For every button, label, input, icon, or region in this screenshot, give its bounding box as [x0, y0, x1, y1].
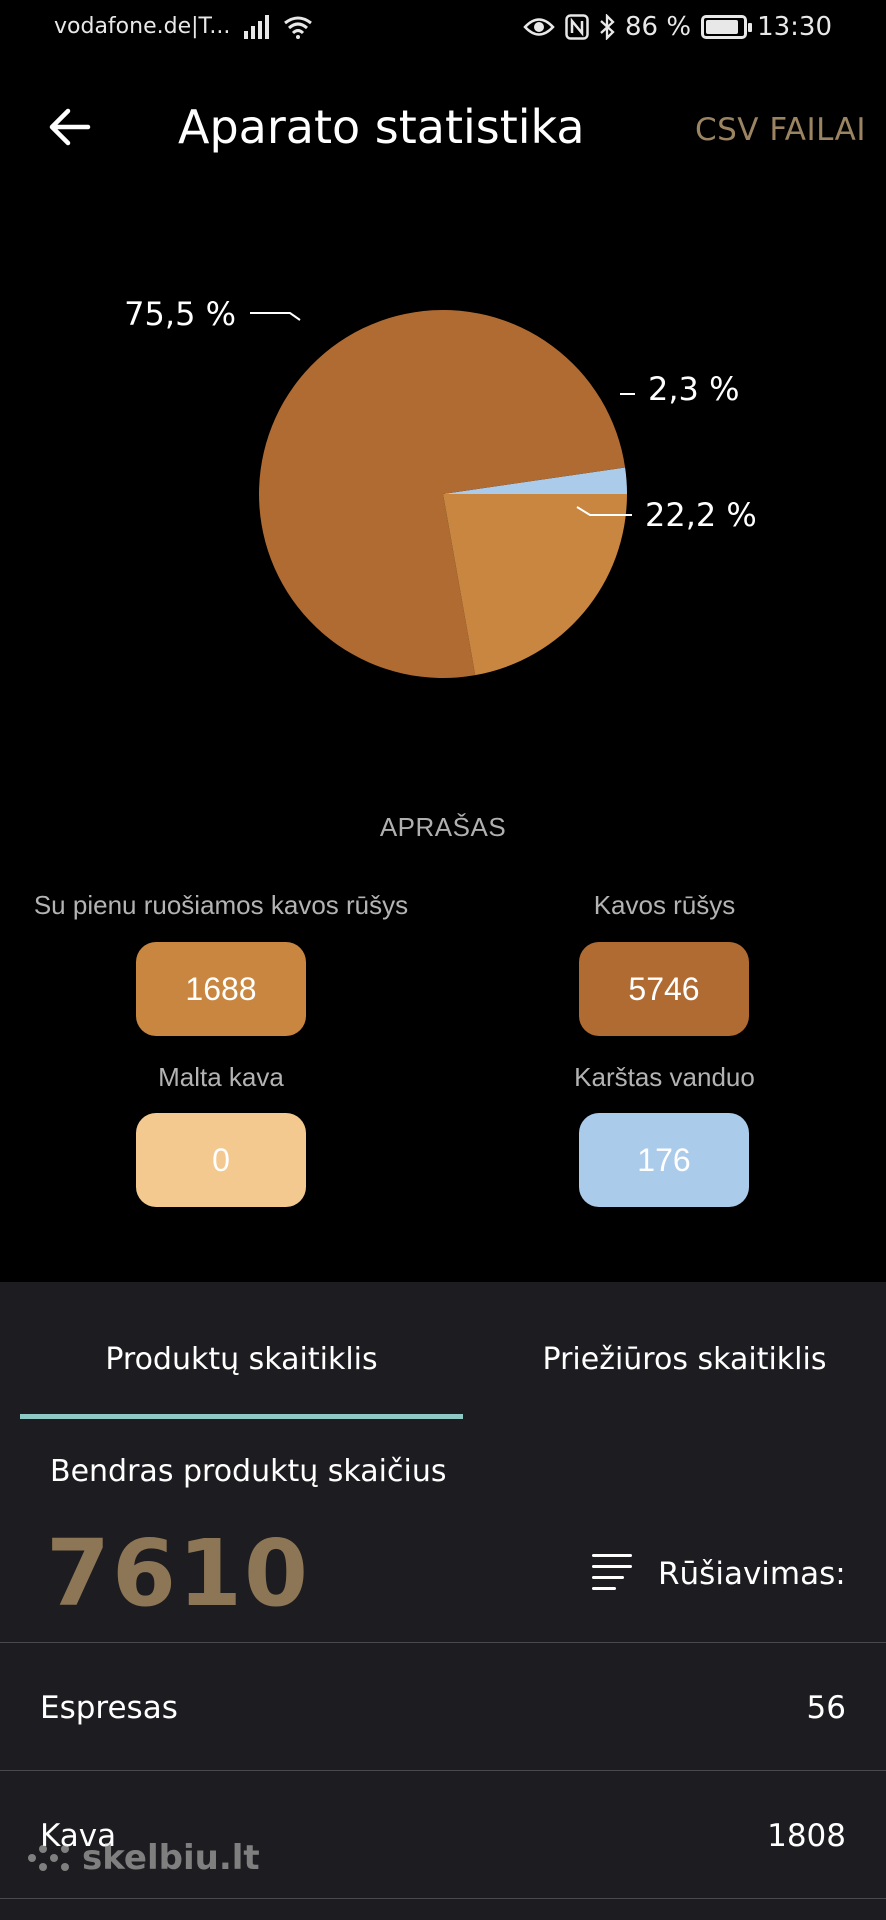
watermark-text: skelbiu.lt	[82, 1838, 260, 1878]
wifi-icon	[284, 16, 313, 39]
legend-box-milk-coffee: 1688	[136, 942, 306, 1036]
divider	[0, 1770, 886, 1771]
product-row-name: Kava	[40, 1818, 117, 1854]
active-tab-indicator	[20, 1414, 463, 1419]
status-bar: vodafone.de|T... 86 % 13:30	[0, 0, 886, 62]
nfc-icon	[565, 14, 589, 40]
sort-button[interactable]: Rūšiavimas:	[658, 1556, 846, 1592]
watermark-logo: skelbiu.lt	[28, 1838, 260, 1878]
total-products-label: Bendras produktų skaičius	[50, 1454, 447, 1489]
arrow-left-icon	[49, 108, 91, 146]
watermark-dots-icon	[28, 1843, 72, 1873]
pie-slice	[443, 467, 627, 494]
pie-slice-label: 22,2 %	[645, 496, 757, 534]
back-button[interactable]	[46, 104, 92, 150]
total-products-value: 7610	[46, 1520, 311, 1627]
csv-files-button[interactable]: CSV FAILAI	[694, 112, 866, 148]
clock: 13:30	[757, 12, 832, 42]
product-row-name: Espresas	[40, 1690, 178, 1726]
pie-slice	[443, 494, 627, 676]
pie-chart: 75,5 % 2,3 % 22,2 %	[124, 295, 757, 678]
product-row-count: 56	[806, 1690, 846, 1726]
legend-caption-milk-coffee: Su pienu ruošiamos kavos rūšys	[33, 890, 409, 920]
divider	[0, 1898, 886, 1899]
status-left: vodafone.de|T...	[54, 14, 313, 39]
tab-product-counter[interactable]: Produktų skaitiklis	[105, 1342, 378, 1377]
signal-icon	[244, 14, 270, 39]
legend-box-hot-water: 176	[579, 1113, 749, 1207]
status-right: 86 % 13:30	[523, 12, 832, 42]
legend-caption-ground-coffee: Malta kava	[158, 1062, 284, 1092]
eye-icon	[523, 18, 555, 36]
pie-slice	[259, 310, 626, 678]
pie-leader-line	[576, 506, 632, 516]
sort-lines-icon[interactable]	[592, 1554, 634, 1594]
pie-slice-label: 75,5 %	[124, 295, 236, 333]
bluetooth-icon	[600, 14, 615, 40]
carrier-name: vodafone.de|T...	[54, 14, 231, 39]
legend-title: APRAŠAS	[379, 812, 507, 842]
pie-slice-label: 2,3 %	[648, 370, 739, 408]
page-title: Aparato statistika	[178, 100, 585, 154]
product-row-count: 1808	[767, 1818, 846, 1854]
counter-panel	[0, 1282, 886, 1920]
tab-maintenance-counter[interactable]: Priežiūros skaitiklis	[542, 1342, 827, 1377]
legend-box-coffee: 5746	[579, 942, 749, 1036]
legend-box-ground-coffee: 0	[136, 1113, 306, 1207]
pie-leader-line	[250, 312, 301, 321]
battery-percent: 86 %	[625, 12, 692, 42]
battery-icon	[701, 15, 753, 39]
legend-caption-coffee: Kavos rūšys	[593, 890, 736, 920]
divider	[0, 1642, 886, 1643]
legend-caption-hot-water: Karštas vanduo	[574, 1062, 755, 1092]
